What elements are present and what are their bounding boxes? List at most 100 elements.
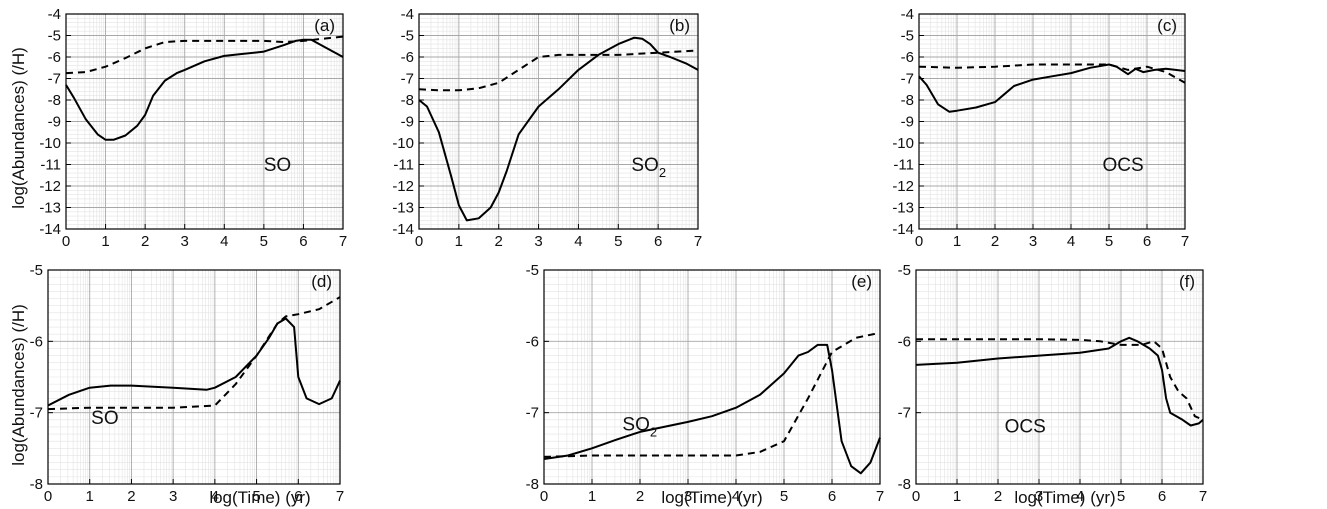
y-tick-label: -6 [898, 333, 911, 350]
panel-tag: (c) [1157, 16, 1177, 35]
x-tick-label: 2 [636, 488, 644, 505]
series-line-solid [543, 343, 881, 475]
species-label: SO2 [631, 155, 666, 180]
species-label: SO [264, 155, 291, 176]
y-tick-label: -14 [39, 221, 61, 238]
x-tick-label: 7 [336, 488, 344, 505]
x-tick-label: 0 [44, 488, 52, 505]
y-tick-label: -6 [48, 49, 61, 66]
y-tick-label: -12 [392, 178, 414, 195]
x-tick-label: 4 [732, 488, 740, 505]
plot-frame [65, 13, 344, 230]
species-label: OCS [1005, 417, 1046, 438]
x-tick-label: 6 [299, 233, 307, 250]
panel-c: 0 1 2 3 4 5 6 7 -14 -13 -12 -11 -10 -9 -8 -7 -6 -5 -4 (c) OC… [892, 6, 1189, 250]
x-tick-label: 1 [86, 488, 94, 505]
y-tick-label: -7 [901, 71, 914, 88]
plot-frame [918, 13, 1186, 230]
plot-frame [47, 269, 341, 485]
series-line-dashed [543, 331, 881, 458]
y-tick-label: -5 [401, 28, 414, 45]
series-line-dashed [47, 296, 341, 411]
y-tick-label: -11 [893, 157, 914, 174]
y-tick-label: -13 [392, 200, 414, 217]
series-line-dashed [918, 63, 1186, 84]
y-tick-label: -7 [30, 405, 43, 422]
x-tick-label: 5 [260, 233, 268, 250]
minor-grid [544, 269, 880, 485]
x-tick-label: 3 [181, 233, 189, 250]
y-tick-label: -8 [401, 92, 414, 109]
x-tick-label: 7 [339, 233, 347, 250]
y-tick-label: -13 [39, 200, 61, 217]
x-tick-label: 2 [994, 488, 1002, 505]
y-axis-title-bottom: log(Abundances) (/H) [9, 304, 28, 466]
series-line-dashed [916, 338, 1204, 421]
x-axis-title-d: log(Time) (yr) [209, 488, 310, 507]
x-tick-label: 3 [534, 233, 542, 250]
y-tick-label: -7 [48, 71, 61, 88]
plot-frame [418, 13, 699, 230]
series-line-solid [918, 63, 1186, 113]
panel-tag: (e) [851, 272, 872, 291]
series-line-solid [65, 38, 344, 141]
x-tick-label: 2 [127, 488, 135, 505]
x-tick-label: 2 [495, 233, 503, 250]
y-tick-label: -9 [901, 114, 914, 131]
y-tick-label: -5 [526, 262, 539, 279]
x-tick-label: 6 [294, 488, 302, 505]
species-label: OCS [1103, 155, 1144, 176]
x-tick-label: 5 [252, 488, 260, 505]
x-tick-label: 1 [101, 233, 109, 250]
series-line-solid [418, 36, 699, 222]
x-tick-label: 4 [220, 233, 228, 250]
panel-d: 0 1 2 3 4 5 6 7 -8 -7 -6 -5 (d) SO [30, 262, 345, 505]
x-tick-label: 2 [991, 233, 999, 250]
y-tick-label: -5 [901, 28, 914, 45]
x-tick-label: 4 [1076, 488, 1084, 505]
x-tick-label: 5 [780, 488, 788, 505]
x-tick-label: 0 [915, 233, 923, 250]
minor-grid [916, 269, 1203, 485]
species-subscript: 2 [659, 165, 666, 180]
y-tick-label: -13 [892, 200, 914, 217]
x-tick-label: 7 [1199, 488, 1207, 505]
x-tick-label: 6 [828, 488, 836, 505]
minor-grid [48, 269, 340, 485]
y-axis-title-top: log(Abundances) (/H) [9, 47, 28, 209]
y-tick-label: -14 [392, 221, 414, 238]
y-tick-label: -14 [892, 221, 914, 238]
species-subscript: 2 [650, 425, 657, 440]
y-tick-label: -6 [30, 333, 43, 350]
y-tick-label: -8 [898, 476, 911, 493]
x-tick-label: 3 [1029, 233, 1037, 250]
series-line-solid [915, 336, 1204, 427]
panel-f: 0 1 2 3 4 5 6 7 -8 -7 -6 -5 (f) OCS [898, 262, 1208, 505]
y-tick-label: -10 [392, 135, 414, 152]
y-tick-label: -12 [39, 178, 61, 195]
y-tick-label: -5 [898, 262, 911, 279]
y-tick-label: -11 [393, 157, 414, 174]
x-tick-label: 5 [1117, 488, 1125, 505]
y-tick-label: -9 [48, 114, 61, 131]
y-tick-label: -6 [901, 49, 914, 66]
series-line-dashed [65, 35, 344, 75]
panel-tag: (f) [1179, 272, 1195, 291]
y-tick-label: -8 [526, 476, 539, 493]
x-tick-label: 5 [614, 233, 622, 250]
x-tick-label: 0 [62, 233, 70, 250]
x-tick-label: 0 [540, 488, 548, 505]
x-tick-label: 3 [684, 488, 692, 505]
species-label: SO [91, 408, 118, 429]
y-tick-label: -7 [898, 405, 911, 422]
x-tick-label: 6 [1158, 488, 1166, 505]
x-tick-label: 4 [574, 233, 582, 250]
x-tick-label: 3 [1035, 488, 1043, 505]
panel-tag: (b) [669, 16, 690, 35]
y-tick-label: -4 [901, 6, 914, 23]
y-tick-label: -10 [892, 135, 914, 152]
x-tick-label: 6 [654, 233, 662, 250]
y-tick-label: -8 [901, 92, 914, 109]
x-tick-label: 1 [953, 233, 961, 250]
